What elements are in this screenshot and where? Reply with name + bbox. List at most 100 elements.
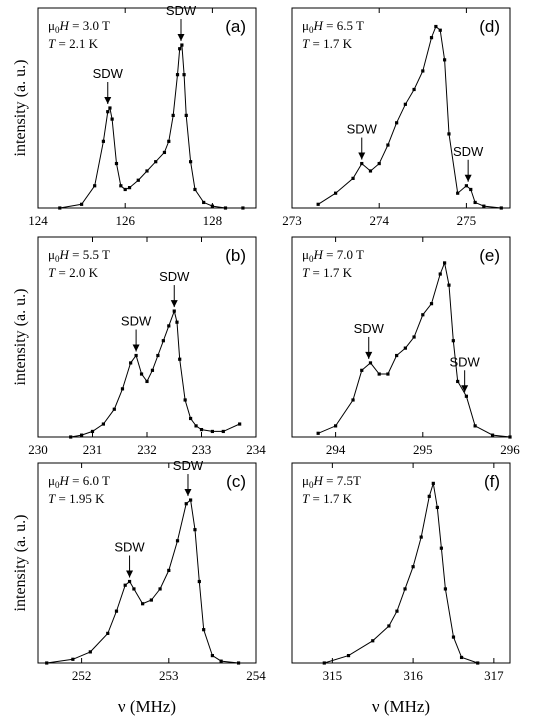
data-point: [154, 160, 158, 164]
x-tick-label: 231: [83, 442, 103, 457]
data-point: [189, 416, 193, 421]
x-tick-label: 296: [500, 442, 520, 457]
spectrum-line: [318, 261, 511, 438]
data-point: [236, 661, 241, 665]
field-label: μ0H = 5.5 T: [48, 247, 110, 264]
data-point: [136, 178, 140, 182]
data-point: [45, 661, 49, 665]
sdw-arrow-head: [358, 152, 366, 160]
x-tick-label: 275: [457, 213, 477, 228]
data-point: [210, 429, 214, 434]
data-point: [101, 139, 105, 143]
sdw-label: SDW: [93, 66, 124, 81]
data-point: [451, 339, 455, 343]
data-point: [175, 539, 180, 543]
data-point: [443, 261, 447, 265]
temperature-label: T = 1.7 K: [302, 265, 353, 280]
data-point: [197, 579, 201, 584]
data-point: [199, 427, 204, 432]
data-point: [316, 431, 320, 435]
data-point: [435, 505, 439, 510]
data-point: [106, 631, 110, 635]
y-axis-label: intensity (a. u.): [12, 60, 29, 157]
data-point: [443, 58, 447, 62]
data-point: [184, 113, 188, 118]
panel-b: 230 231 232 233 234 SDW SDW μ0H = 5.5 TT = 2.0 …: [28, 236, 266, 457]
data-point: [438, 28, 442, 32]
data-point: [127, 579, 132, 584]
x-tick-label: 232: [137, 442, 157, 457]
data-point: [158, 587, 162, 591]
data-point: [395, 353, 399, 358]
data-point: [69, 435, 73, 439]
temperature-label: T = 1.7 K: [302, 491, 353, 506]
data-point: [141, 602, 145, 606]
data-point: [346, 653, 351, 658]
sdw-label: SDW: [166, 3, 197, 18]
x-tick-label: 128: [203, 213, 223, 228]
panel-label: (b): [225, 246, 246, 265]
data-point: [178, 357, 182, 361]
y-axis-label: intensity (a. u.): [12, 515, 29, 612]
data-point: [149, 598, 153, 602]
data-point: [395, 121, 399, 125]
data-point: [114, 161, 119, 166]
x-tick-label: 273: [282, 213, 302, 228]
field-label: μ0H = 6.0 T: [48, 473, 110, 490]
data-point: [161, 339, 165, 343]
data-point: [351, 398, 355, 402]
x-tick-label: 274: [369, 213, 389, 228]
data-point: [180, 43, 184, 47]
x-axis-label: ν (MHz): [118, 697, 176, 716]
data-point: [88, 650, 92, 654]
panel-c: 252 253 254 SDW SDW μ0H = 6.0 TT = 1.95 K (c): [37, 458, 266, 683]
x-axis-label: ν (MHz): [372, 697, 430, 716]
data-point: [322, 661, 326, 665]
data-point: [451, 635, 456, 639]
data-point: [123, 187, 127, 192]
sdw-arrow-head: [132, 344, 140, 352]
data-point: [386, 372, 390, 376]
data-point: [377, 161, 381, 166]
plot-frame: [37, 462, 257, 664]
data-point: [431, 481, 435, 485]
data-point: [193, 528, 197, 532]
data-point: [202, 200, 206, 205]
x-tick-label: 126: [115, 213, 135, 228]
data-point: [167, 324, 171, 328]
data-point: [145, 379, 149, 384]
data-point: [189, 160, 193, 164]
data-point: [119, 184, 123, 188]
x-tick-label: 230: [28, 442, 48, 457]
data-point: [167, 568, 171, 573]
x-tick-label: 294: [326, 442, 346, 457]
x-tick-label: 254: [246, 668, 266, 683]
data-point: [219, 659, 223, 663]
sdw-label: SDW: [114, 540, 145, 555]
data-point: [421, 69, 425, 73]
data-point: [403, 346, 407, 350]
data-point: [90, 429, 95, 434]
x-tick-label: 295: [413, 442, 433, 457]
plot-frame: [291, 236, 511, 438]
panel-label: (e): [479, 246, 500, 265]
data-point: [464, 394, 468, 398]
sdw-label: SDW: [159, 269, 190, 284]
data-point: [456, 379, 460, 384]
panel-d: 273 274 275 SDW SDW μ0H = 6.5 TT = 1.7 K (d): [282, 7, 511, 228]
data-point: [438, 272, 442, 276]
sdw-label: SDW: [449, 354, 480, 369]
spectrum-line: [324, 483, 478, 664]
sdw-arrow-head: [177, 34, 185, 42]
data-point: [429, 302, 434, 306]
temperature-label: T = 1.7 K: [302, 36, 353, 51]
data-point: [412, 335, 416, 339]
panel-label: (d): [479, 17, 500, 36]
data-point: [360, 368, 364, 372]
data-point: [221, 429, 225, 434]
sdw-label: SDW: [354, 321, 385, 336]
data-point: [112, 407, 116, 411]
data-point: [182, 73, 186, 77]
data-point: [80, 433, 84, 437]
data-point: [368, 169, 373, 173]
